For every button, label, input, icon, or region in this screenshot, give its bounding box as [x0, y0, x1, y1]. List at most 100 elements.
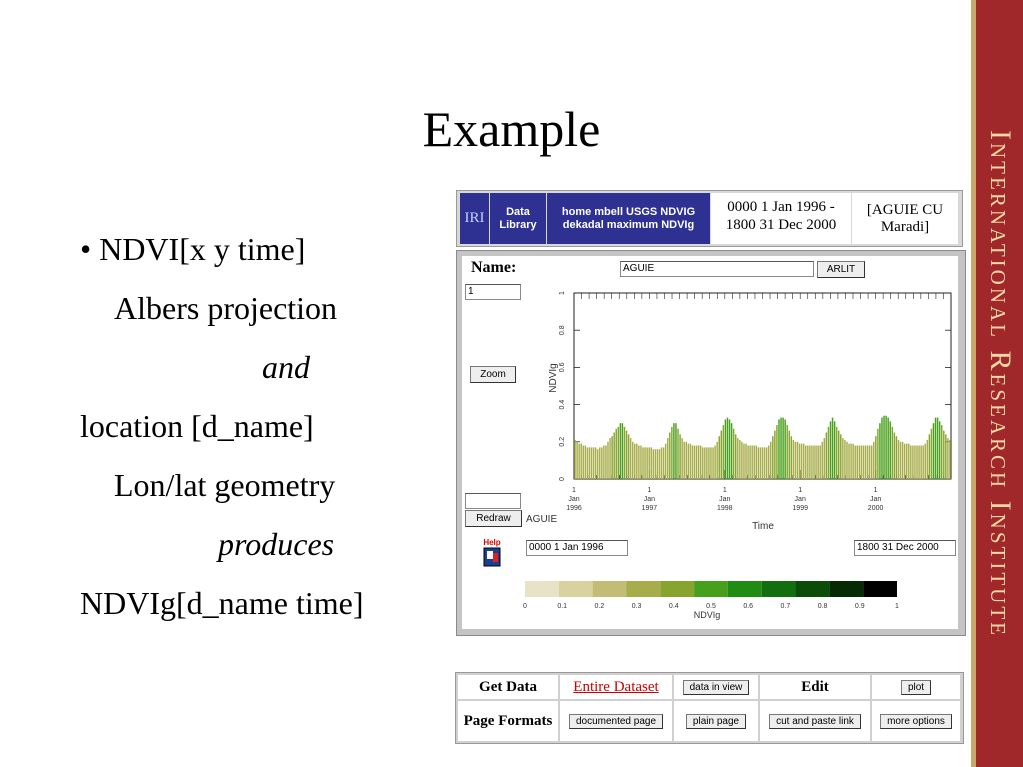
ndvi-bar — [934, 417, 937, 479]
ndvi-bar — [895, 436, 898, 479]
ndvi-bar — [790, 436, 793, 479]
ndvi-time-series-chart[interactable]: 0 0.2 0.4 0.6 0.8 1 1 Jan 1996 1 Jan 1997 1 Jan 1998 1 J… — [526, 283, 956, 531]
x-tick-label: 1998 — [717, 505, 733, 512]
ndvi-bar — [858, 445, 861, 479]
ndvi-bar — [827, 426, 830, 479]
plain-page-button[interactable]: plain page — [685, 713, 747, 729]
ndvi-bar — [837, 430, 840, 479]
ndvi-bar — [881, 417, 883, 479]
arlit-button[interactable]: ARLIT — [817, 261, 865, 278]
ndvi-bar — [870, 445, 873, 479]
ndvi-bar — [722, 425, 725, 479]
viewer-frame: Name: AGUIE ARLIT 1 Zoom Redraw AGUIE He… — [456, 250, 966, 636]
ndvi-bar — [734, 434, 737, 479]
end-time-input[interactable]: 1800 31 Dec 2000 — [854, 540, 956, 556]
ndvi-colorbar: 0 0.1 0.2 0.3 0.4 0.5 0.6 0.7 0.8 0.9 1 NDVIg — [523, 581, 899, 620]
ndvi-bar — [920, 445, 922, 479]
ndvi-bar — [664, 443, 667, 479]
iri-link[interactable]: IRI — [460, 193, 489, 244]
ndvi-bar — [677, 428, 679, 479]
ndvi-bar — [732, 428, 735, 479]
ndvi-bar — [823, 438, 826, 479]
cut-and-paste-link-button[interactable]: cut and paste link — [769, 713, 861, 729]
ndvi-bar — [712, 447, 714, 479]
redraw-button[interactable]: Redraw — [465, 510, 522, 527]
x-tick-label: Jan — [870, 496, 881, 503]
ndvi-bar — [800, 443, 803, 479]
top-value-input[interactable]: 1 — [465, 284, 521, 300]
data-in-view-button[interactable]: data in view — [682, 679, 750, 695]
start-time-input[interactable]: 0000 1 Jan 1996 — [526, 540, 628, 556]
colorbar-tick-label: 0.7 — [781, 603, 791, 610]
zoom-button[interactable]: Zoom — [470, 366, 516, 383]
ndvi-bar — [755, 445, 758, 479]
plot-cell: plot — [872, 675, 960, 699]
ndvi-bar — [599, 447, 601, 479]
ndvi-bar — [794, 441, 797, 479]
more-options-button[interactable]: more options — [880, 713, 952, 729]
ndvi-bar — [578, 443, 580, 479]
colorbar-tick-label: 0.9 — [855, 603, 865, 610]
y-tick-label: 0 — [559, 477, 566, 481]
ndvi-bar — [699, 445, 702, 479]
ndvi-bar — [592, 447, 595, 479]
ndvi-bar — [807, 445, 809, 479]
name-input[interactable]: AGUIE — [620, 261, 814, 277]
ndvi-bar — [671, 426, 673, 479]
x-tick-label: 1 — [874, 487, 878, 494]
institute-sidebar: International Research Institute — [976, 0, 1023, 767]
ndvi-bar — [716, 441, 718, 479]
ndvi-bar — [893, 432, 896, 479]
ndvi-bar — [770, 441, 772, 479]
cut-and-paste-cell: cut and paste link — [760, 701, 870, 741]
documented-page-button[interactable]: documented page — [568, 713, 664, 729]
data-library-link[interactable]: Data Library — [490, 193, 546, 244]
plot-button[interactable]: plot — [900, 679, 932, 695]
ndvi-bar — [767, 445, 770, 479]
ndvi-bar — [774, 430, 776, 479]
ndvi-bar — [885, 415, 887, 479]
bottom-value-input[interactable] — [465, 493, 521, 509]
page-formats-label: Page Formats — [458, 701, 558, 741]
ndvi-bar — [609, 438, 611, 479]
ndvi-bar — [621, 423, 624, 479]
ndvi-bar — [689, 443, 692, 479]
ndvi-bar — [903, 443, 906, 479]
ndvi-bar — [695, 445, 698, 479]
location-link[interactable]: [AGUIE CU Maradi] — [852, 193, 958, 244]
data-in-view-cell: data in view — [674, 675, 758, 699]
ndvi-bar — [636, 443, 638, 479]
colorbar-label: NDVIg — [694, 610, 721, 620]
ndvi-bar — [811, 445, 813, 479]
ndvi-bar — [850, 443, 852, 479]
data-library-header: IRI Data Library home mbell USGS NDVIG d… — [456, 190, 963, 247]
ndvi-bar — [582, 445, 585, 479]
ndvi-bar — [683, 441, 685, 479]
ndvi-bar — [805, 445, 807, 479]
ndvi-bar — [660, 447, 663, 479]
ndvi-bar — [842, 438, 844, 479]
ndvi-bar — [673, 423, 675, 479]
y-tick-label: 0.6 — [559, 362, 566, 372]
colorbar-tick-label: 0.4 — [669, 603, 679, 610]
bullet-line-1: • NDVI[x y time] — [80, 231, 306, 267]
x-tick-label: 1 — [647, 487, 651, 494]
ndvi-bar — [891, 426, 894, 479]
help-icon[interactable]: Help — [480, 536, 504, 568]
bullet-line-5: Lon/lat geometry — [114, 467, 336, 503]
ndvi-bar — [697, 445, 700, 479]
ndvi-bar — [675, 423, 677, 479]
ndvi-bar — [681, 438, 683, 479]
time-range-link[interactable]: 0000 1 Jan 1996 - 1800 31 Dec 2000 — [711, 193, 851, 244]
ndvi-bar — [669, 432, 671, 479]
entire-dataset-link[interactable]: Entire Dataset — [573, 678, 659, 695]
viewer-panel: Name: AGUIE ARLIT 1 Zoom Redraw AGUIE He… — [462, 256, 958, 629]
dataset-path-link[interactable]: home mbell USGS NDVIG dekadal maximum ND… — [547, 193, 710, 244]
ndvi-bar — [860, 445, 863, 479]
x-tick-label: 1 — [798, 487, 802, 494]
ndvi-bar — [693, 445, 696, 479]
ndvi-bar — [749, 445, 751, 479]
help-label: Help — [483, 538, 500, 547]
documented-page-cell: documented page — [560, 701, 672, 741]
ndvi-bar — [574, 439, 576, 479]
